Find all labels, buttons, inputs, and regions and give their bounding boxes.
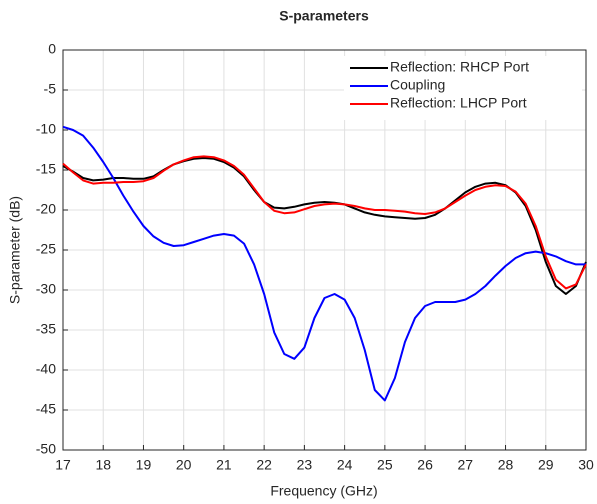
y-tick-label: -45: [36, 401, 56, 417]
x-tick-label: 29: [538, 457, 554, 473]
legend: Reflection: RHCP Port Coupling Reflection:…: [344, 56, 582, 120]
legend-label: Coupling: [390, 77, 445, 93]
x-tick-label: 28: [498, 457, 514, 473]
x-tick-label: 22: [256, 457, 272, 473]
y-tick-label: -35: [36, 321, 56, 337]
x-tick-label: 24: [337, 457, 353, 473]
series-line: [62, 125, 586, 402]
legend-box: [344, 56, 582, 120]
x-tick-label: 30: [578, 457, 594, 473]
series-line: [62, 157, 587, 295]
y-tick-label: -30: [36, 281, 56, 297]
x-tick-label: 18: [95, 457, 111, 473]
y-tick-label: -40: [36, 361, 56, 377]
chart-title: S-parameters: [279, 8, 369, 24]
plot-frame: [62, 49, 587, 451]
y-tick-label: -20: [36, 201, 56, 217]
legend-label: Reflection: RHCP Port: [390, 59, 529, 75]
x-tick-label: 19: [136, 457, 152, 473]
y-tick-label: -10: [36, 121, 56, 137]
x-tick-label: 27: [458, 457, 474, 473]
y-tick-label: 0: [48, 41, 56, 57]
y-tick-label: -15: [36, 161, 56, 177]
x-tick-label: 23: [297, 457, 313, 473]
legend-label: Reflection: LHCP Port: [390, 95, 527, 111]
x-tick-label: 17: [55, 457, 71, 473]
x-tick-label: 26: [417, 457, 433, 473]
x-tick-label: 21: [216, 457, 232, 473]
x-tick-label: 20: [176, 457, 192, 473]
y-axis-label: S-parameter (dB): [7, 196, 23, 304]
y-tick-label: -50: [36, 441, 56, 457]
series-line: [62, 155, 587, 290]
x-tick-label: 25: [377, 457, 393, 473]
x-axis-label: Frequency (GHz): [270, 483, 377, 499]
y-tick-label: -5: [44, 81, 57, 97]
y-tick-label: -25: [36, 241, 56, 257]
